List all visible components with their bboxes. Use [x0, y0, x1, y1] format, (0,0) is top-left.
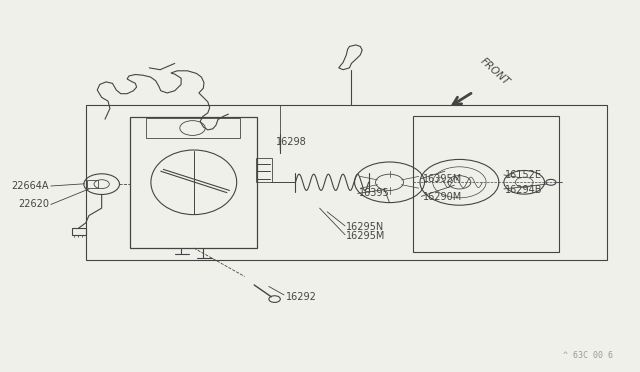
- Bar: [86, 105, 607, 260]
- Bar: [131, 117, 257, 248]
- Text: ^ 63C 00 6: ^ 63C 00 6: [563, 350, 613, 359]
- Text: 16292: 16292: [286, 292, 317, 302]
- Bar: [146, 118, 240, 138]
- Text: 16395M: 16395M: [422, 174, 462, 184]
- Text: 16295N: 16295N: [346, 222, 385, 232]
- Bar: [413, 116, 559, 253]
- Text: 16295M: 16295M: [346, 231, 386, 241]
- Text: 16298: 16298: [276, 137, 307, 147]
- Text: 22664A: 22664A: [12, 181, 49, 191]
- Bar: [87, 180, 99, 188]
- Text: 16395: 16395: [359, 188, 390, 198]
- Text: 22620: 22620: [18, 199, 49, 209]
- Bar: [72, 228, 86, 235]
- Text: 16152E: 16152E: [505, 170, 542, 180]
- Text: 16290M: 16290M: [422, 192, 462, 202]
- Bar: [256, 158, 272, 182]
- Text: 16294B: 16294B: [505, 185, 543, 195]
- Text: FRONT: FRONT: [479, 56, 511, 87]
